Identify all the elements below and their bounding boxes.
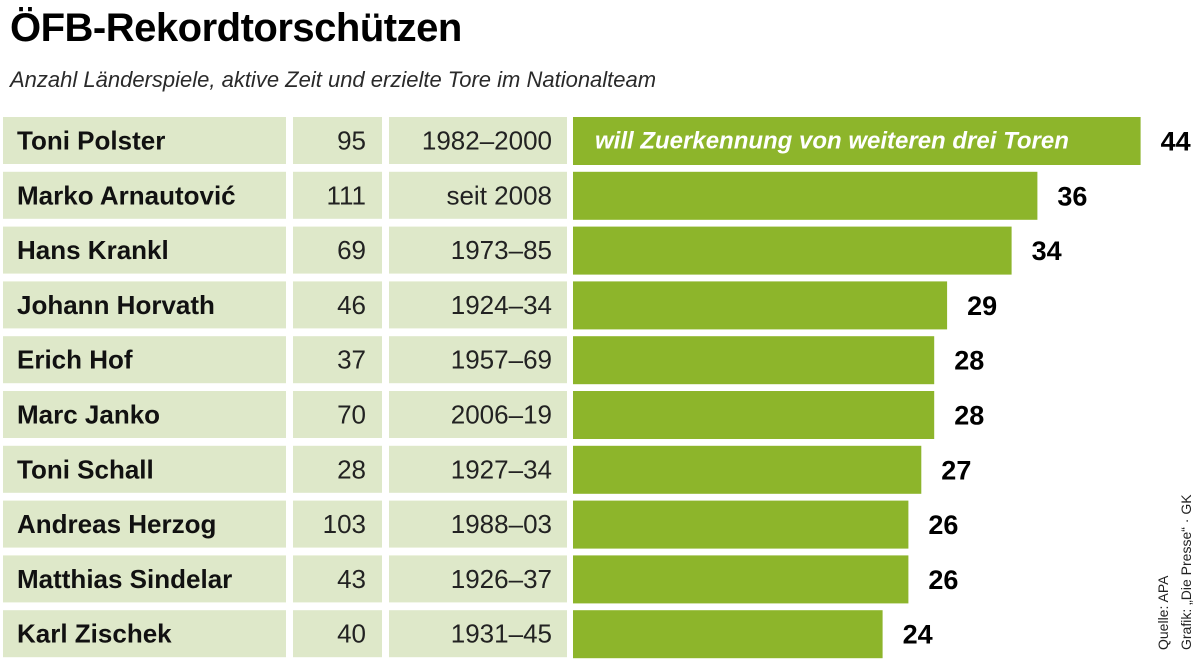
name-cell	[3, 281, 286, 329]
period-value: 1927–34	[451, 454, 552, 484]
player-name: Toni Polster	[17, 126, 165, 156]
goal-bar	[573, 610, 883, 659]
period-value: 1931–45	[451, 619, 552, 649]
goal-bar	[573, 391, 935, 439]
period-cell	[389, 445, 567, 493]
period-value: seit 2008	[446, 180, 552, 210]
caps-cell	[293, 171, 382, 219]
source-note: Quelle: APA	[1155, 575, 1171, 650]
bar-annotation: will Zuerkennung von weiteren drei Toren	[595, 128, 1069, 155]
player-name: Marko Arnautović	[17, 180, 236, 210]
goal-bar	[573, 226, 1012, 275]
player-name: Andreas Herzog	[17, 509, 216, 539]
period-value: 2006–19	[451, 400, 552, 430]
period-cell	[389, 500, 567, 548]
goal-label: 27	[941, 455, 971, 485]
period-cell	[389, 391, 567, 438]
caps-value: 46	[337, 290, 366, 320]
goal-label: 26	[928, 510, 958, 540]
goal-label: 24	[903, 620, 933, 650]
table-rows: Toni Polster 95 1982–2000 44 Marko Arnautovi…	[3, 117, 1191, 659]
goal-bar	[573, 555, 909, 604]
period-cell	[389, 171, 567, 219]
goal-bar	[573, 117, 1141, 165]
period-value: 1988–03	[451, 509, 552, 539]
caps-value: 70	[337, 400, 366, 430]
period-cell	[389, 555, 567, 603]
caps-value: 95	[337, 126, 366, 156]
caps-cell	[293, 555, 382, 603]
period-value: 1957–69	[451, 345, 552, 375]
goal-label: 29	[967, 291, 997, 321]
player-name: Johann Horvath	[17, 290, 215, 320]
name-cell	[3, 500, 286, 548]
player-name: Karl Zischek	[17, 619, 172, 649]
goal-bar	[573, 336, 935, 385]
goal-label: 44	[1161, 127, 1191, 157]
caps-value: 37	[337, 345, 366, 375]
goal-label: 36	[1057, 181, 1087, 211]
credit-note: Grafik: „Die Presse“ · GK	[1178, 494, 1194, 650]
goal-bar	[573, 500, 909, 549]
name-cell	[3, 610, 286, 658]
period-value: 1924–34	[451, 290, 552, 320]
caps-cell	[293, 610, 382, 658]
name-cell	[3, 336, 286, 384]
caps-value: 103	[323, 509, 366, 539]
name-cell	[3, 226, 286, 274]
caps-cell	[293, 281, 382, 329]
period-cell	[389, 226, 567, 274]
caps-cell	[293, 391, 382, 438]
caps-value: 43	[337, 564, 366, 594]
caps-cell	[293, 226, 382, 274]
name-cell	[3, 117, 286, 164]
name-cell	[3, 445, 286, 493]
period-cell	[389, 610, 567, 658]
caps-value: 69	[337, 235, 366, 265]
goal-label: 26	[928, 565, 958, 595]
period-value: 1973–85	[451, 235, 552, 265]
caps-cell	[293, 117, 382, 164]
period-cell	[389, 281, 567, 329]
player-name: Marc Janko	[17, 400, 160, 430]
player-name: Toni Schall	[17, 454, 154, 484]
period-value: 1982–2000	[422, 126, 552, 156]
caps-value: 111	[326, 180, 366, 210]
goal-label: 34	[1032, 236, 1062, 266]
caps-cell	[293, 336, 382, 384]
period-cell	[389, 336, 567, 384]
player-name: Matthias Sindelar	[17, 564, 232, 594]
player-name: Erich Hof	[17, 345, 133, 375]
period-cell	[389, 117, 567, 164]
name-cell	[3, 171, 286, 219]
caps-value: 28	[337, 454, 366, 484]
player-name: Hans Krankl	[17, 235, 169, 265]
name-cell	[3, 391, 286, 438]
chart-subtitle: Anzahl Länderspiele, aktive Zeit und erz…	[10, 67, 657, 92]
caps-cell	[293, 445, 382, 493]
goal-label: 28	[954, 346, 984, 376]
goal-bar	[573, 171, 1038, 220]
goal-label: 28	[954, 401, 984, 431]
chart-title: ÖFB-Rekordtorschützen	[10, 6, 462, 50]
caps-value: 40	[337, 619, 366, 649]
caps-cell	[293, 500, 382, 548]
name-cell	[3, 555, 286, 603]
goal-bar	[573, 445, 922, 494]
goal-bar	[573, 281, 948, 330]
period-value: 1926–37	[451, 564, 552, 594]
